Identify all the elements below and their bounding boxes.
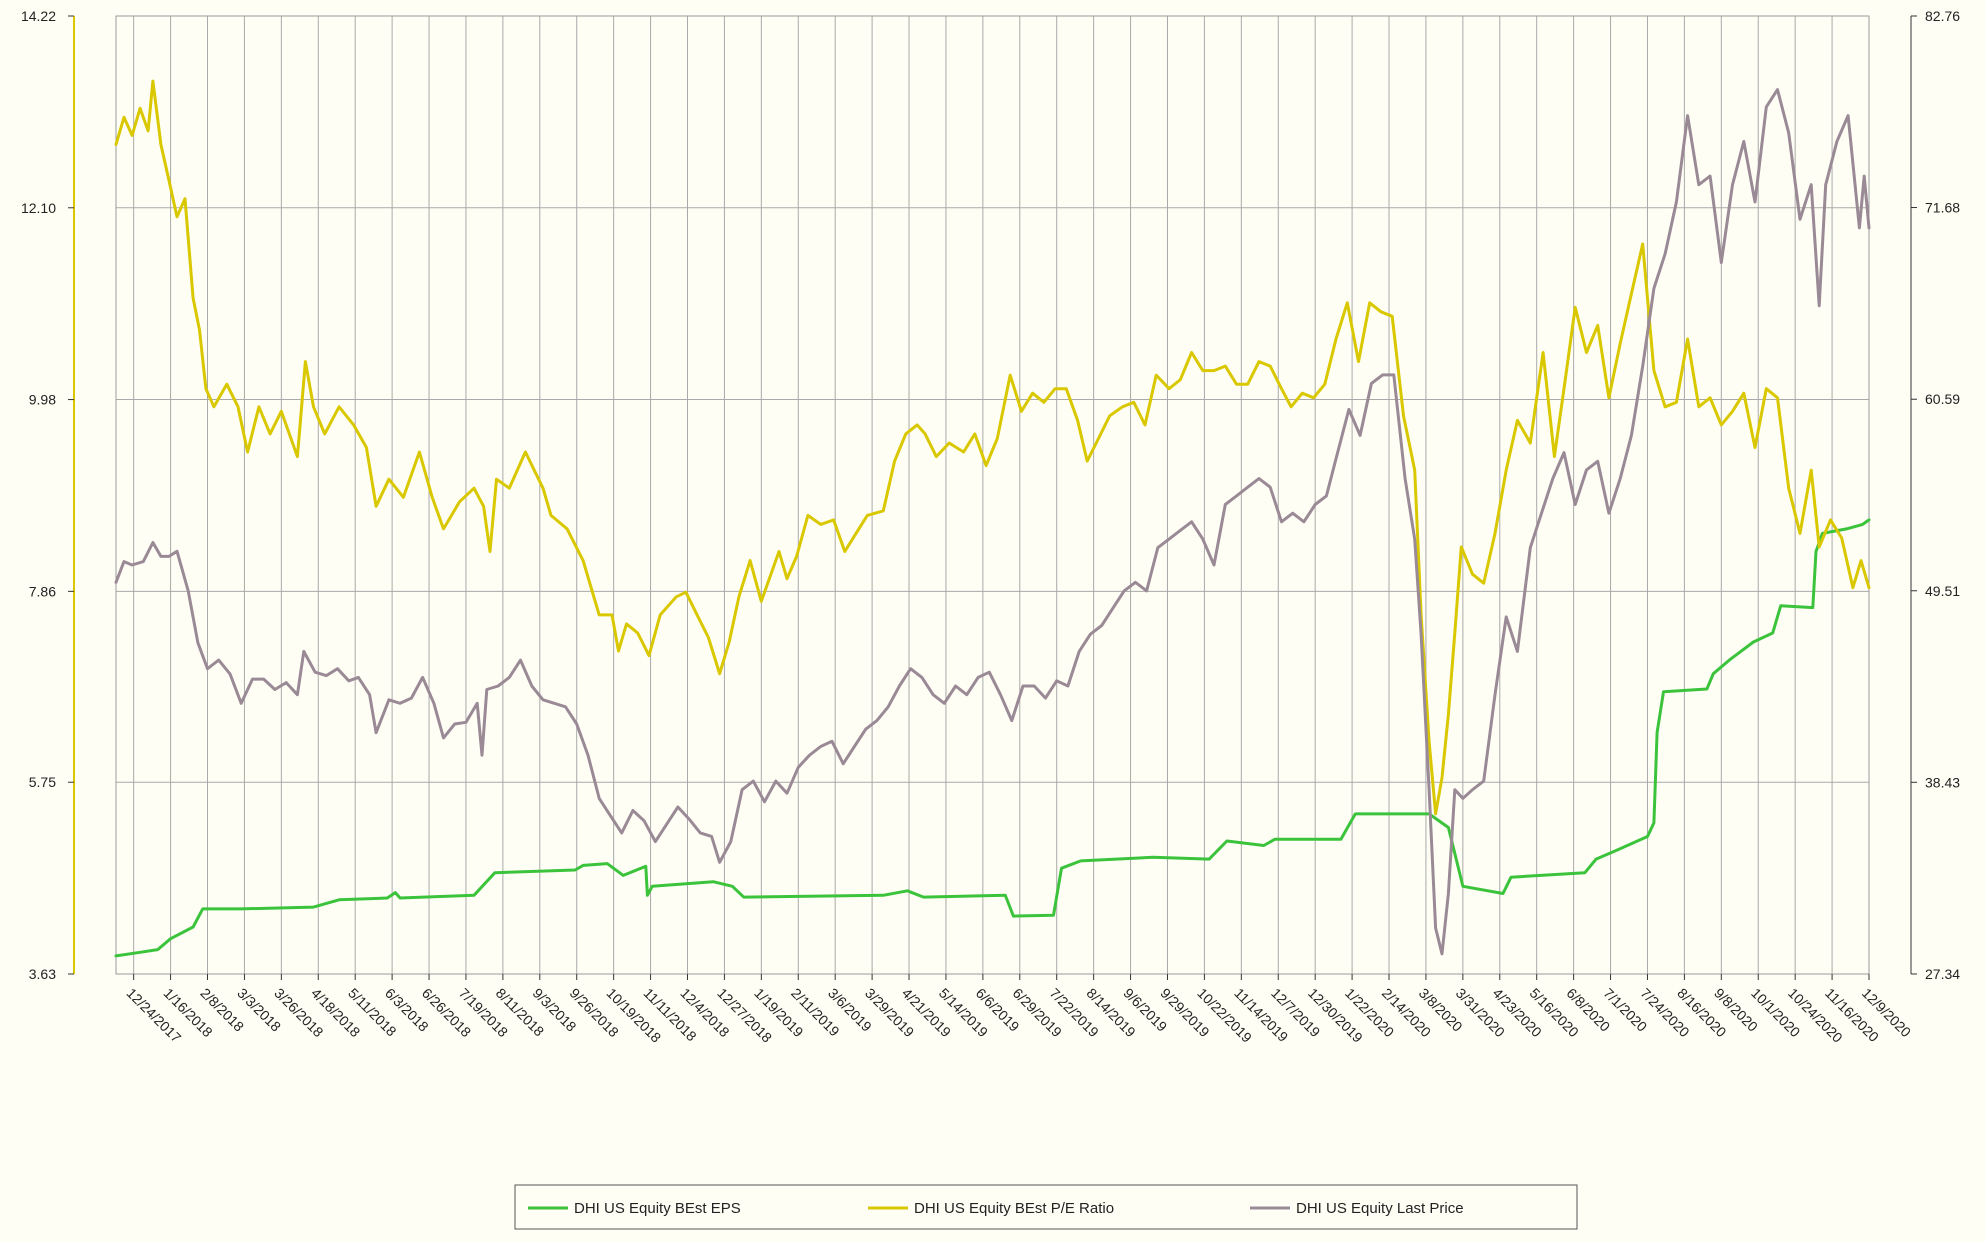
left-tick-label: 3.63 [29, 966, 56, 982]
left-tick-label: 14.22 [21, 8, 56, 24]
series-lines [114, 79, 1871, 958]
right-tick-label: 60.59 [1925, 391, 1960, 407]
plot-area-border [115, 15, 1870, 975]
right-tick-label: 49.51 [1925, 583, 1960, 599]
right-tick-label: 82.76 [1925, 8, 1960, 24]
right-tick-label: 38.43 [1925, 774, 1960, 790]
legend-label-0: DHI US Equity BEst EPS [574, 1200, 741, 1217]
right-axis-ticks: 27.34 38.43 49.51 60.59 71.68 82.76 [1911, 8, 1960, 982]
right-tick-label: 71.68 [1925, 200, 1960, 216]
left-axis-ticks: 3.63 5.75 7.86 9.98 12.10 14.22 [21, 8, 74, 982]
legend-label-2: DHI US Equity Last Price [1296, 1200, 1464, 1217]
series-line-0 [114, 518, 1871, 958]
left-tick-label: 5.75 [29, 774, 56, 790]
left-tick-label: 12.10 [21, 200, 56, 216]
legend-box [514, 1184, 1578, 1230]
series-line-2 [114, 88, 1871, 956]
right-tick-label: 27.34 [1925, 966, 1960, 982]
left-tick-label: 7.86 [29, 583, 56, 599]
legend-label-1: DHI US Equity BEst P/E Ratio [914, 1200, 1114, 1217]
left-tick-label: 9.98 [29, 392, 56, 408]
legend: DHI US Equity BEst EPS DHI US Equity BEst… [514, 1184, 1578, 1230]
series-line-1 [114, 79, 1871, 816]
